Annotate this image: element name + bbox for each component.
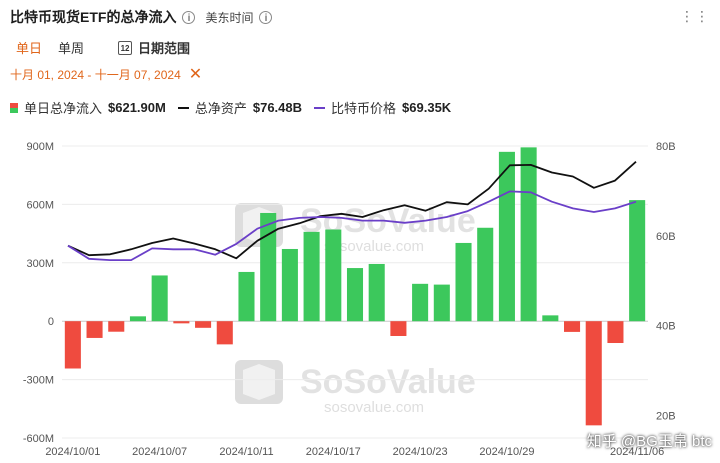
y-right-tick-label: 80B xyxy=(656,141,676,153)
inflow-bar[interactable] xyxy=(520,147,537,322)
inflow-bar[interactable] xyxy=(86,321,103,338)
inflow-bar[interactable] xyxy=(281,248,298,322)
x-tick-label: 2024/10/01 xyxy=(45,446,100,458)
legend-daily-value: $621.90M xyxy=(108,100,166,115)
x-tick-label: 2024/11/06 xyxy=(610,446,664,458)
legend-daily-label: 单日总净流入 xyxy=(24,101,103,116)
x-tick-label: 2024/10/29 xyxy=(479,446,534,458)
legend-assets-value: $76.48B xyxy=(252,100,303,115)
inflow-bar[interactable] xyxy=(64,321,81,369)
inflow-bar[interactable] xyxy=(607,321,624,344)
more-options-icon[interactable]: ⋮⋮ xyxy=(680,8,710,24)
date-range-text: 十月 01, 2024 - 十一月 07, 2024 xyxy=(10,67,181,82)
legend-price[interactable]: 比特币价格 $69.35K xyxy=(314,98,451,117)
inflow-bar[interactable] xyxy=(260,212,277,322)
legend-price-value: $69.35K xyxy=(402,100,452,115)
x-tick-label: 2024/10/11 xyxy=(219,446,273,458)
watermark-url: sosovalue.com xyxy=(324,238,424,255)
inflow-bar[interactable] xyxy=(564,321,581,332)
inflow-bar[interactable] xyxy=(455,242,472,322)
inflow-bar[interactable] xyxy=(195,321,212,328)
inflow-bar[interactable] xyxy=(129,316,146,322)
inflow-bar[interactable] xyxy=(477,227,494,322)
y-left-tick-label: -300M xyxy=(23,375,54,387)
inflow-bar[interactable] xyxy=(173,321,190,324)
source-credit: 知乎 @BG玉帛 btc xyxy=(586,433,712,450)
inflow-bar[interactable] xyxy=(216,321,233,345)
y-right-tick-label: 20B xyxy=(656,411,676,423)
chart-title: 比特币现货ETF的总净流入 xyxy=(10,9,177,25)
legend-assets[interactable]: 总净资产 $76.48B xyxy=(177,98,303,117)
price-line xyxy=(67,190,637,262)
date-range-button[interactable]: 12 日期范围 xyxy=(118,38,190,57)
timezone-info-icon[interactable]: i xyxy=(259,10,273,24)
assets-line-swatch-icon xyxy=(177,106,189,109)
y-right-tick-label: 40B xyxy=(656,321,676,333)
date-range-label: 日期范围 xyxy=(138,41,191,56)
x-tick-label: 2024/10/23 xyxy=(393,446,448,458)
y-left-tick-label: -600M xyxy=(23,433,54,445)
period-tabs: 单日 单周 12 日期范围 xyxy=(16,38,190,57)
inflow-bar[interactable] xyxy=(542,315,559,322)
inflow-bar[interactable] xyxy=(498,151,515,322)
chart-legend: 单日总净流入 $621.90M 总净资产 $76.48B 比特币价格 $69.3… xyxy=(10,98,463,117)
legend-daily[interactable]: 单日总净流入 $621.90M xyxy=(10,98,166,117)
y-left-tick-label: 900M xyxy=(26,141,54,153)
watermark-logo-icon-2 xyxy=(235,360,283,404)
inflow-bar[interactable] xyxy=(303,231,320,322)
timezone-label: 美东时间 xyxy=(205,10,254,25)
y-right-tick-label: 60B xyxy=(656,231,676,243)
tab-daily[interactable]: 单日 xyxy=(16,41,43,56)
inflow-bar[interactable] xyxy=(433,284,450,322)
watermark-brand-2: SoSoValue xyxy=(300,363,476,401)
assets-line xyxy=(67,161,637,260)
inflow-bar[interactable] xyxy=(108,321,125,332)
bar-swatch-icon xyxy=(10,102,18,113)
inflow-bar[interactable] xyxy=(390,321,407,336)
y-left-tick-label: 300M xyxy=(26,258,54,270)
inflow-bar[interactable] xyxy=(368,263,385,322)
y-left-tick-label: 0 xyxy=(48,316,54,328)
x-tick-label: 2024/10/17 xyxy=(306,446,361,458)
selected-date-range: 十月 01, 2024 - 十一月 07, 2024 ✕ xyxy=(10,64,202,84)
tab-weekly[interactable]: 单周 xyxy=(58,41,85,56)
calendar-icon: 12 xyxy=(118,40,133,55)
chart-header: 比特币现货ETF的总净流入 i 美东时间 i xyxy=(10,6,273,28)
inflow-bar[interactable] xyxy=(151,275,168,322)
inflow-bar[interactable] xyxy=(325,229,342,322)
legend-assets-label: 总净资产 xyxy=(194,101,247,116)
inflow-bar[interactable] xyxy=(629,200,646,322)
inflow-bar[interactable] xyxy=(585,321,602,426)
inflow-bar[interactable] xyxy=(346,268,364,322)
inflow-bar[interactable] xyxy=(238,271,255,322)
info-icon[interactable]: i xyxy=(182,10,196,24)
y-left-tick-label: 600M xyxy=(26,199,54,211)
legend-price-label: 比特币价格 xyxy=(331,101,397,116)
x-tick-label: 2024/10/07 xyxy=(132,446,187,458)
clear-range-icon[interactable]: ✕ xyxy=(188,66,203,83)
watermark-url-2: sosovalue.com xyxy=(324,399,424,416)
price-line-swatch-icon xyxy=(314,106,326,109)
inflow-bar[interactable] xyxy=(412,283,429,322)
